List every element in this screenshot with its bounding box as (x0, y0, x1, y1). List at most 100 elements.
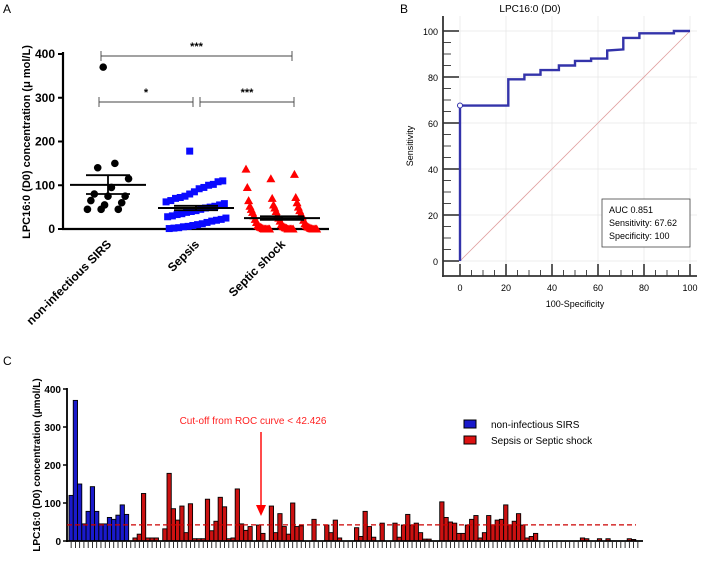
panel-a-ytick-label: 300 (35, 91, 55, 105)
panel-c-arrow-head-icon (256, 505, 266, 516)
panel-a-point-sepsis (212, 216, 220, 224)
panel-c-bar-sepsis (183, 532, 189, 542)
panel-c-ytick-label: 100 (44, 499, 61, 510)
panel-a-point-septic-shock (312, 224, 322, 233)
panel-a-point-sepsis (162, 198, 170, 206)
panel-a-point-sepsis (209, 180, 217, 188)
panel-c-bar-sirs (94, 510, 100, 542)
panel-a-point-septic-shock (267, 193, 277, 202)
panel-a-point-sirs (117, 198, 126, 207)
panel-a-ytick-label: 100 (35, 178, 55, 192)
panel-c-legend-swatch-sepsis (463, 435, 477, 445)
panel-a-point-sirs (124, 174, 133, 183)
panel-c-bar-sepsis (490, 524, 496, 542)
panel-c-ytick-label: 0 (55, 537, 61, 548)
panel-b-ytick-label: 20 (428, 211, 438, 221)
panel-c-bar-sepsis (400, 524, 407, 542)
panel-c-bar-sepsis (533, 532, 539, 542)
panel-b-reference-diagonal (459, 30, 691, 262)
panel-a-significance-label: *** (190, 41, 204, 53)
panel-c-cutoff-annotation: Cut-off from ROC curve < 42.426 (180, 416, 327, 427)
panel-a-point-septic-shock (266, 174, 276, 183)
panel-c-bar-sepsis (413, 522, 419, 542)
panel-label-b: B (400, 2, 408, 16)
panel-a-point-sirs (111, 159, 119, 168)
panel-a-point-sepsis (175, 224, 183, 232)
panel-a-point-sepsis (190, 188, 198, 196)
panel-a-point-sirs (99, 63, 107, 71)
panel-a-point-sepsis (165, 225, 173, 233)
panel-c-bar-sepsis (162, 528, 168, 542)
panel-a-point-sirs (97, 205, 105, 214)
panel-a-point-sepsis (187, 208, 195, 215)
panel-c-bar-sepsis (209, 530, 215, 542)
panel-c-bar-sirs (115, 514, 121, 542)
panel-a-point-sepsis (195, 185, 203, 193)
panel-c-bar-sepsis (136, 533, 142, 542)
panel-a-point-sepsis (172, 194, 180, 202)
panel-c-bar-sirs (119, 504, 125, 542)
panel-c-bar-sepsis (221, 506, 228, 542)
panel-a-xtick-sirs: non-infectious SIRS (24, 237, 115, 328)
panel-c-bar-sepsis (405, 513, 411, 542)
panel-c-bar-sepsis (234, 488, 240, 542)
panel-c-bar-sirs (98, 523, 104, 542)
panel-a-point-sirs (114, 205, 123, 214)
panel-c-bar-sirs (123, 513, 130, 542)
panel-c-bar-sepsis (268, 505, 274, 542)
panel-b-specificity: Specificity: 100 (609, 231, 670, 241)
panel-c-bar-sepsis (217, 496, 223, 542)
panel-b-xtick-label: 0 (457, 283, 462, 293)
panel-a-point-sepsis (208, 217, 216, 225)
panel-c-bar-sepsis (507, 524, 513, 542)
panel-c-bar-sepsis (498, 518, 505, 542)
panel-b-roc-curve (458, 29, 690, 261)
panel-c-bar-sepsis (281, 526, 287, 542)
panel-c-bar-sepsis (354, 527, 360, 542)
panel-a-point-sirs (87, 196, 95, 205)
panel-a-point-sepsis (220, 200, 228, 208)
panel-a-point-septic-shock (244, 196, 254, 205)
panel-a-significance-label: * (144, 87, 149, 99)
panel-c-bar-sepsis (187, 503, 194, 542)
panel-c-bar-sepsis (494, 519, 500, 542)
panel-b-title: LPC16:0 (D0) (499, 4, 560, 15)
panel-b-sensitivity: Sensitivity: 67.62 (609, 218, 677, 228)
panel-a-point-sepsis (186, 190, 194, 198)
panel-a-point-sepsis (200, 183, 208, 191)
panel-c-bar-sepsis (486, 515, 492, 542)
panel-c-bar-sepsis (311, 518, 317, 542)
panel-a-point-septic-shock (291, 193, 301, 201)
panel-a-point-sepsis (194, 221, 202, 229)
panel-c-ytick-label: 400 (44, 385, 61, 396)
panel-c-bar-sepsis (324, 524, 330, 542)
panel-c-bar-sirs (77, 483, 83, 542)
panel-c-bar-sepsis (456, 532, 462, 542)
panel-c-bar-sepsis (294, 526, 300, 542)
panel-a-point-sepsis (222, 214, 230, 222)
panel-a-point-sepsis (170, 224, 178, 232)
panel-a-ylabel: LPC16:0 (D0) concentration (μ mol/L) (21, 45, 33, 239)
panel-c-bar-sepsis (175, 519, 181, 542)
panel-a-point-sepsis (216, 201, 224, 209)
panel-a-point-sepsis (189, 222, 197, 229)
panel-c-bar-sepsis (179, 505, 185, 542)
panel-b-ytick-label: 100 (423, 27, 438, 37)
panel-b-ytick-label: 80 (428, 73, 438, 83)
panel-c-bar-sirs (68, 494, 74, 542)
panel-c-bar-sepsis (256, 524, 262, 542)
panel-c-bar-sepsis (443, 516, 449, 542)
panel-a-point-septic-shock (241, 164, 251, 173)
panel-a-point-sepsis (198, 220, 206, 228)
panel-b-ytick-label: 40 (428, 165, 438, 175)
panel-c-bar-sirs (81, 523, 87, 542)
panel-a-point-sepsis (214, 178, 222, 186)
panel-c-bar-sepsis (332, 519, 338, 542)
panel-label-a: A (3, 2, 11, 16)
panel-c-bar-sepsis (439, 501, 445, 542)
panel-c-bar-sepsis (469, 518, 475, 542)
panel-a-xtick-sepsis: Sepsis (165, 237, 202, 274)
panel-a-ytick-label: 400 (35, 47, 55, 61)
panel-a-point-septic-shock (265, 224, 275, 233)
panel-a-point-septic-shock (242, 182, 252, 191)
